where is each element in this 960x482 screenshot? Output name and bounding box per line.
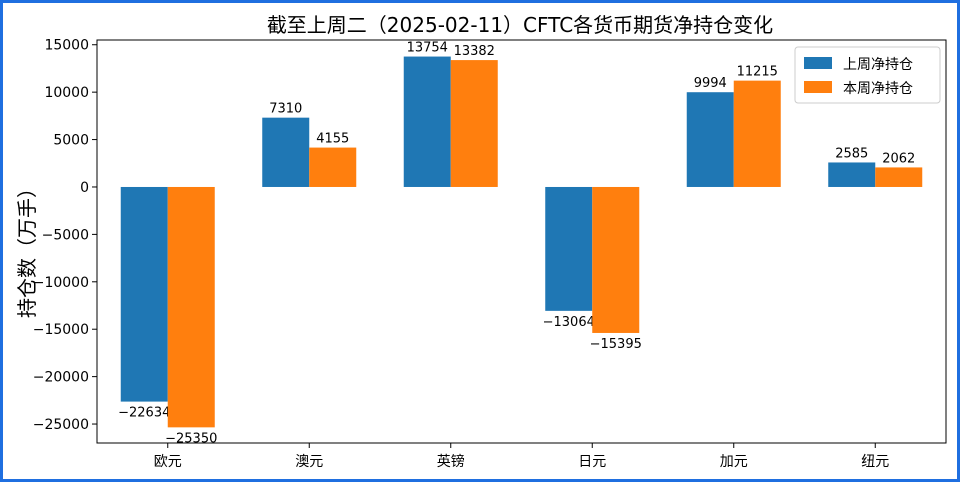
y-tick-label: −10000 xyxy=(33,275,89,291)
legend-label: 上周净持仓 xyxy=(843,57,913,73)
x-tick-label: 日元 xyxy=(578,454,606,470)
bar xyxy=(592,186,640,333)
x-tick-label: 澳元 xyxy=(295,454,323,470)
axes-frame xyxy=(96,39,947,444)
data-label: 11215 xyxy=(737,65,778,80)
data-label: 9994 xyxy=(694,76,727,91)
x-tick-label: 加元 xyxy=(720,454,748,470)
data-label: 7310 xyxy=(269,102,302,117)
data-label: 4155 xyxy=(316,132,349,147)
x-tick-label: 英镑 xyxy=(437,453,465,470)
x-tick-label: 欧元 xyxy=(154,454,182,470)
bar xyxy=(875,167,923,187)
y-tick-label: −5000 xyxy=(42,227,89,243)
bar xyxy=(403,56,451,187)
y-tick-label: 0 xyxy=(80,180,89,196)
bar xyxy=(262,117,310,187)
y-tick-label: −25000 xyxy=(33,417,89,433)
data-label: −15395 xyxy=(590,337,642,352)
bar xyxy=(167,186,215,428)
data-label: 2062 xyxy=(882,151,915,166)
y-axis-label: 持仓数（万手） xyxy=(15,178,39,318)
data-label: −13064 xyxy=(543,315,595,330)
y-tick-label: 10000 xyxy=(44,85,89,101)
bar xyxy=(686,92,734,187)
legend-swatch xyxy=(804,81,832,93)
chart-title: 截至上周二（2025-02-11）CFTC各货币期货净持仓变化 xyxy=(267,13,773,37)
bar xyxy=(309,147,357,187)
data-label: 2585 xyxy=(835,146,868,161)
x-tick-label: 纽元 xyxy=(861,454,889,470)
bar xyxy=(450,60,498,187)
data-label: 13382 xyxy=(454,44,495,59)
y-tick-label: 15000 xyxy=(44,38,89,54)
y-tick-label: −15000 xyxy=(33,322,89,338)
legend-label: 本周净持仓 xyxy=(843,81,913,97)
y-tick-label: 5000 xyxy=(53,133,89,149)
bar xyxy=(545,186,593,311)
data-label: −22634 xyxy=(118,406,170,421)
data-label: 13754 xyxy=(407,41,448,56)
legend-swatch xyxy=(804,57,832,69)
bar xyxy=(828,162,876,187)
bar xyxy=(733,80,781,187)
bar xyxy=(120,186,168,402)
data-label: −25350 xyxy=(165,431,217,446)
y-tick-label: −20000 xyxy=(33,370,89,386)
plot-area: 15000 10000 5000 0 −5000 −10000 −15000 −20000 −2… xyxy=(33,38,947,470)
